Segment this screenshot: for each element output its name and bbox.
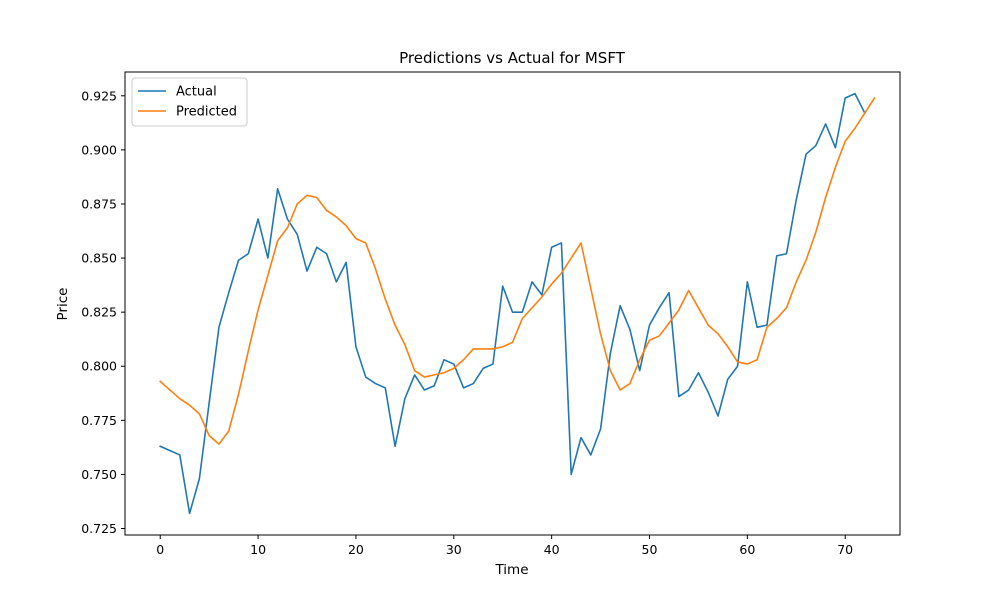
y-axis-label: Price [55, 288, 71, 321]
legend-label-predicted: Predicted [176, 105, 237, 120]
y-axis: 0.725 0.750 0.775 0.800 0.825 0.850 0.875 0.900… [81, 88, 125, 536]
x-tick-label: 60 [739, 542, 755, 557]
chart-title: Predictions vs Actual for MSFT [399, 49, 626, 67]
y-tick-label: 0.775 [81, 413, 117, 428]
y-tick-label: 0.875 [81, 196, 117, 211]
y-tick-label: 0.925 [81, 88, 117, 103]
y-tick-label: 0.850 [81, 251, 117, 266]
y-tick-label: 0.825 [81, 305, 117, 320]
legend: Actual Predicted [131, 77, 248, 127]
legend-label-actual: Actual [176, 85, 217, 100]
plot-area [125, 72, 900, 535]
series-line-actual [159, 92, 866, 515]
x-tick-label: 50 [642, 542, 658, 557]
plot-frame [124, 71, 901, 536]
y-tick-label: 0.750 [81, 467, 117, 482]
x-axis-label: Time [494, 562, 528, 578]
legend-box [131, 77, 248, 127]
x-axis: 0 10 20 30 40 50 60 70 [156, 535, 853, 557]
x-tick-label: 20 [348, 542, 364, 557]
y-tick-label: 0.725 [81, 521, 117, 536]
series-layer [159, 92, 876, 515]
x-tick-label: 0 [156, 542, 164, 557]
series-line-predicted [159, 96, 876, 445]
x-tick-label: 40 [544, 542, 560, 557]
y-tick-label: 0.900 [81, 142, 117, 157]
x-tick-label: 30 [446, 542, 462, 557]
x-tick-label: 70 [837, 542, 853, 557]
x-tick-label: 10 [250, 542, 266, 557]
y-tick-label: 0.800 [81, 359, 117, 374]
